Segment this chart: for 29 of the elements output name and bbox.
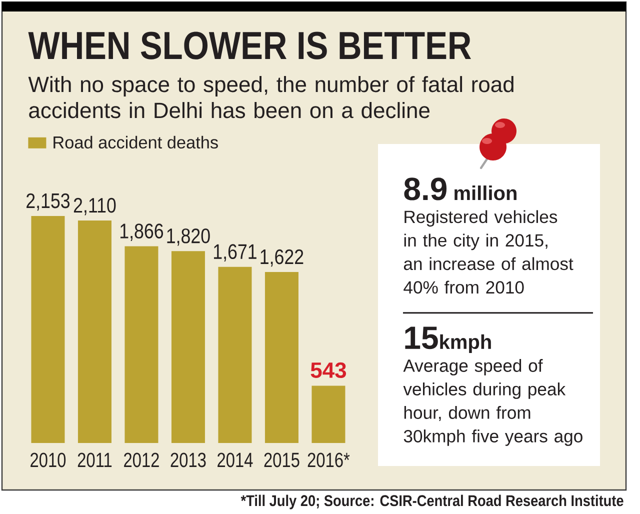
text: Average speed of vehicles during peak hour, down from 30kmph five years ago	[403, 359, 582, 446]
text: 15kmph	[405, 326, 491, 353]
bar	[218, 266, 252, 443]
data-label: 1,622	[260, 249, 304, 267]
data-label: 2,110	[74, 198, 116, 216]
bar	[124, 246, 158, 443]
text: Registered vehicles in the city in 2015, an increase of almost 40% from 2010	[404, 210, 574, 294]
data-label: 543	[310, 362, 346, 378]
data-label: 1,820	[167, 228, 210, 246]
x-tick-label: 2016*	[308, 452, 350, 468]
text: *Till July 20; Source: CSIR-Central Road Research Institute	[240, 494, 624, 510]
bar	[312, 386, 346, 443]
chart-subtitle: With no space to speed, the number of fatal road accidents in Delhi has been on a decline	[28, 76, 514, 118]
bar	[78, 220, 112, 443]
data-label: 1,866	[120, 224, 164, 241]
text: 8.9 million	[404, 178, 516, 200]
x-tick-label: 2015	[264, 452, 300, 468]
x-tick-label: 2014	[218, 452, 253, 468]
data-label: 1,671	[214, 244, 256, 262]
data-label: 2,153	[26, 193, 70, 211]
chart-title: WHEN SLOWER IS BETTER	[28, 32, 471, 60]
bar	[264, 272, 298, 443]
x-tick-label: 2010	[30, 452, 66, 468]
x-tick-label: 2012	[124, 452, 159, 468]
x-tick-label: 2013	[170, 452, 206, 468]
x-tick-label: 2011	[78, 452, 112, 468]
bar	[171, 251, 205, 443]
bar	[31, 216, 65, 443]
legend-label: Road accident deaths	[54, 136, 218, 149]
